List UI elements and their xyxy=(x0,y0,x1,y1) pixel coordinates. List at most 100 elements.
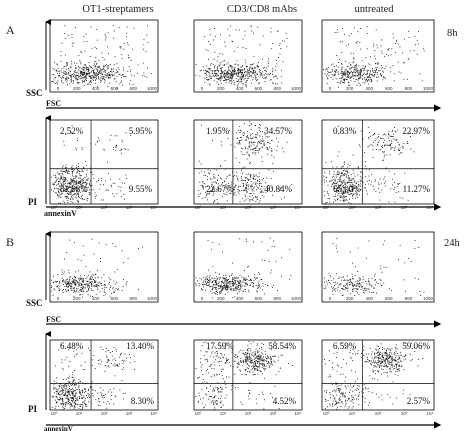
x-tick-label: 10¹ xyxy=(220,411,227,416)
event-dots xyxy=(51,344,136,410)
plot-24h-scatter-ot1: 0 200 400 600 800 1000 xyxy=(49,231,159,303)
x-tick-label: 800 xyxy=(129,296,137,301)
plot-8h-scatter-cd3: 0 200 400 600 800 1000 xyxy=(193,19,303,93)
annexinv-label-a: annexinV xyxy=(44,209,77,218)
b-ot1-lr-pct: 8.30% xyxy=(131,396,155,406)
a-ot1-ul-pct: 2.52% xyxy=(60,126,84,136)
x-tick-label: 200 xyxy=(217,296,225,301)
x-tick-label: 200 xyxy=(346,86,354,91)
x-tick-label: 800 xyxy=(405,86,413,91)
x-tick-label: 10⁰ xyxy=(51,411,58,416)
event-dots xyxy=(323,26,425,88)
x-tick-label: 600 xyxy=(111,86,119,91)
b-untr-ul-pct: 6.59% xyxy=(333,341,357,351)
a-cd3-lr-pct: 40.84% xyxy=(264,184,292,194)
x-tick-label: 600 xyxy=(255,86,263,91)
x-tick-label: 1000 xyxy=(291,86,302,91)
x-tick-label: 400 xyxy=(236,86,244,91)
b-cd3-ul-pct: 17.59% xyxy=(206,341,234,351)
column-header-untreated: untreated xyxy=(354,4,394,15)
event-dots xyxy=(51,125,131,204)
a-untr-lr-pct: 11.27% xyxy=(403,184,431,194)
event-dots xyxy=(324,342,424,410)
x-tick-label: 10² xyxy=(375,411,382,416)
x-tick-label: 10⁴ xyxy=(295,411,302,416)
x-tick-label: 600 xyxy=(385,296,393,301)
plot-frame xyxy=(49,19,159,93)
x-tick-label: 10² xyxy=(245,411,252,416)
a-ot1-ll-pct: 81.98% xyxy=(60,184,88,194)
a-untr-ul-pct: 0.83% xyxy=(333,126,357,136)
plot-24h-quad-ot1: 10⁰ 10¹ 10² 10³ 10⁴ xyxy=(49,339,159,416)
plot-8h-scatter-untr: 0 200 400 600 800 1000 xyxy=(321,19,435,93)
x-tick-label: 10⁰ xyxy=(195,411,202,416)
ssc-label-b: SSC xyxy=(26,298,43,308)
x-tick-label: 10² xyxy=(101,411,108,416)
b-cd3-lr-pct: 4.52% xyxy=(273,396,297,406)
timepoint-8h: 8h xyxy=(447,28,458,39)
x-tick-label: 1000 xyxy=(147,86,158,91)
x-tick-label: 10⁴ xyxy=(427,411,434,416)
a-untr-ur-pct: 22.97% xyxy=(402,126,430,136)
event-dots xyxy=(51,238,143,298)
plot-frame xyxy=(193,231,303,303)
a-ot1-ur-pct: 5.95% xyxy=(129,126,153,136)
x-tick-label: 0 xyxy=(57,296,60,301)
a-cd3-ll-pct: 22.67% xyxy=(206,184,234,194)
panel-letter-b: B xyxy=(6,235,14,249)
quadrant-labels: 2.52% 5.95% 81.98% 9.55% 1.95% 34.57% 22… xyxy=(60,126,431,406)
x-tick-label: 200 xyxy=(73,296,81,301)
plot-8h-scatter-ot1: 0 200 400 600 800 1000 xyxy=(49,19,159,93)
x-tick-label: 400 xyxy=(92,296,100,301)
event-dots xyxy=(51,25,152,89)
x-tick-label: 10³ xyxy=(270,411,277,416)
x-tick-label: 1000 xyxy=(423,296,434,301)
panel-letter-a: A xyxy=(6,23,15,37)
plot-frame xyxy=(193,339,303,411)
a-untr-ll-pct: 65.00% xyxy=(333,184,361,194)
x-tick-label: 0 xyxy=(57,86,60,91)
ssc-label-a: SSC xyxy=(26,88,43,98)
x-tick-label: 400 xyxy=(92,86,100,91)
column-header-cd3-cd8-mabs: CD3/CD8 mAbs xyxy=(227,4,297,15)
column-header-ot1-streptamers: OT1-streptamers xyxy=(82,4,153,15)
x-tick-label: 10³ xyxy=(126,411,133,416)
x-tick-label: 10¹ xyxy=(349,411,356,416)
b-cd3-ur-pct: 58.54% xyxy=(268,341,296,351)
plot-24h-quad-untr: 10⁰ 10¹ 10² 10³ 10⁴ xyxy=(321,339,435,416)
a-cd3-ur-pct: 34.57% xyxy=(264,126,292,136)
x-tick-label: 1000 xyxy=(291,296,302,301)
x-tick-label: 400 xyxy=(365,86,373,91)
event-dots xyxy=(195,237,292,299)
x-tick-label: 800 xyxy=(273,296,281,301)
x-tick-label: 200 xyxy=(217,86,225,91)
x-tick-label: 400 xyxy=(236,296,244,301)
fsc-label-a: FSC xyxy=(46,99,61,108)
x-tick-label: 200 xyxy=(73,86,81,91)
plot-24h-scatter-untr: 0 200 400 600 800 1000 xyxy=(321,231,435,303)
x-tick-label: 600 xyxy=(255,296,263,301)
event-dots xyxy=(195,341,293,410)
timepoint-24h: 24h xyxy=(444,238,461,249)
pi-label-b: PI xyxy=(28,404,37,414)
x-tick-label: 0 xyxy=(201,86,204,91)
plot-24h-scatter-cd3: 0 200 400 600 800 1000 xyxy=(193,231,303,303)
event-dots xyxy=(323,125,415,204)
x-tick-label: 10⁰ xyxy=(323,411,330,416)
x-tick-label: 800 xyxy=(273,86,281,91)
b-untr-lr-pct: 2.57% xyxy=(407,396,431,406)
x-tick-label: 600 xyxy=(111,296,119,301)
x-tick-label: 600 xyxy=(385,86,393,91)
pi-label-a: PI xyxy=(28,197,37,207)
x-tick-label: 10¹ xyxy=(76,411,83,416)
a-cd3-ul-pct: 1.95% xyxy=(206,126,230,136)
plot-grid: 0 200 400 600 800 1000 0 200 400 600 800 1000 0 200 40… xyxy=(49,19,435,416)
annexinv-label-b: annexinV xyxy=(44,425,73,431)
x-tick-label: 200 xyxy=(346,296,354,301)
x-tick-label: 1000 xyxy=(423,86,434,91)
x-tick-label: 800 xyxy=(129,86,137,91)
b-ot1-ur-pct: 13.40% xyxy=(126,341,154,351)
